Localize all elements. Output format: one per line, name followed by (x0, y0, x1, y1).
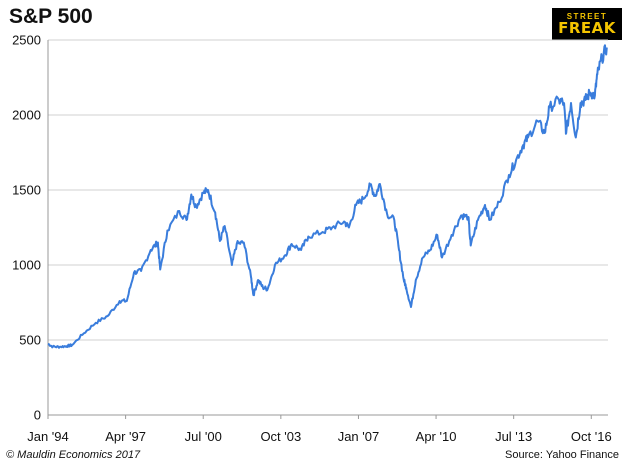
x-tick-label: Jul '00 (185, 429, 222, 444)
y-tick-label: 1500 (12, 183, 41, 198)
y-tick-label: 500 (19, 333, 41, 348)
y-tick-label: 1000 (12, 258, 41, 273)
x-tick-label: Oct '03 (260, 429, 301, 444)
x-tick-label: Jul '13 (495, 429, 532, 444)
chart-title: S&P 500 (9, 5, 93, 28)
x-tick-label: Oct '16 (571, 429, 612, 444)
x-tick-label: Apr '10 (416, 429, 457, 444)
tick-labels: 0 500 1000 1500 2000 2500 Jan '94 Apr '97 Jul '0… (12, 33, 612, 445)
source-note: Source: Yahoo Finance (505, 449, 619, 461)
y-tick-label: 2500 (12, 33, 41, 48)
logo-line2: FREAK (558, 18, 616, 37)
x-tick-label: Apr '97 (105, 429, 146, 444)
x-tick-label: Jan '94 (27, 429, 69, 444)
copyright-note: © Mauldin Economics 2017 (6, 449, 141, 461)
logo-line1: STREET (566, 11, 608, 21)
sp500-line (47, 44, 608, 349)
grid-layer (48, 39, 608, 341)
y-tick-label: 0 (34, 408, 41, 423)
x-tick-label: Jan '07 (338, 429, 380, 444)
axis-layer (47, 40, 608, 419)
y-tick-label: 2000 (12, 108, 41, 123)
street-freak-logo: STREET FREAK (552, 8, 622, 40)
series-layer (47, 44, 608, 349)
